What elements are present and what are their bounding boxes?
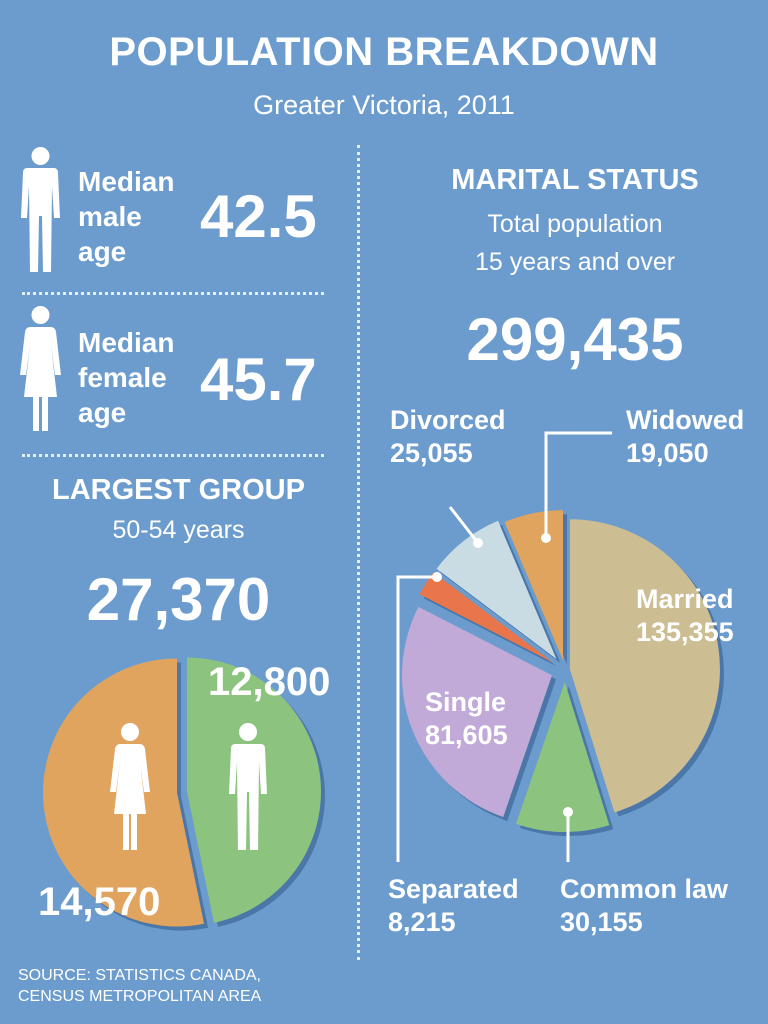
female-icon xyxy=(110,723,150,850)
gender-pie-chart xyxy=(43,657,325,931)
median-female-label: Median female age xyxy=(78,327,175,428)
page-subtitle: Greater Victoria, 2011 xyxy=(253,90,515,120)
vertical-divider xyxy=(357,145,360,960)
marital-heading: MARITAL STATUS xyxy=(451,164,699,196)
male-icon xyxy=(229,723,267,850)
separated-slice xyxy=(419,572,554,663)
married-slice xyxy=(569,519,720,813)
male-count-label: 12,800 xyxy=(208,660,331,704)
widowed-leader-line xyxy=(544,431,612,538)
divorced-leader-dot xyxy=(473,538,483,548)
largest-group-range: 50-54 years xyxy=(112,516,245,544)
source-note: SOURCE: STATISTICS CANADA, CENSUS METROPO… xyxy=(18,967,262,1005)
common-law-slice xyxy=(516,681,610,832)
divorced-label: Divorced 25,055 xyxy=(390,405,506,468)
female-count-label: 14,570 xyxy=(38,880,161,924)
common-law-label: Common law 30,155 xyxy=(560,874,729,937)
separated-leader-dot xyxy=(432,572,442,582)
single-label: Single 81,605 xyxy=(425,687,508,750)
marital-sub1: Total population xyxy=(487,210,663,238)
marital-sub2: 15 years and over xyxy=(474,248,676,276)
widowed-slice xyxy=(504,510,564,661)
widowed-label: Widowed 19,050 xyxy=(626,405,745,468)
horizontal-divider xyxy=(22,454,324,457)
median-male-label: Median male age xyxy=(78,166,175,267)
page-title: POPULATION BREAKDOWN xyxy=(109,30,659,74)
largest-group-total: 27,370 xyxy=(86,566,271,633)
divorced-leader-line xyxy=(448,506,480,544)
median-male-value: 42.5 xyxy=(200,183,317,250)
single-slice xyxy=(402,606,553,818)
separated-leader-line xyxy=(396,575,437,862)
marital-pie-chart xyxy=(396,431,724,862)
common-law-leader-dot xyxy=(563,807,573,817)
female-icon xyxy=(20,306,61,431)
male-icon xyxy=(21,147,60,272)
largest-group-heading: LARGEST GROUP xyxy=(52,474,305,506)
widowed-leader-dot xyxy=(541,533,551,543)
separated-label: Separated 8,215 xyxy=(388,874,519,937)
marital-total: 299,435 xyxy=(466,306,684,373)
horizontal-divider xyxy=(22,292,324,295)
married-label: Married 135,355 xyxy=(636,584,734,647)
divorced-slice xyxy=(436,520,557,659)
median-female-value: 45.7 xyxy=(200,346,317,413)
